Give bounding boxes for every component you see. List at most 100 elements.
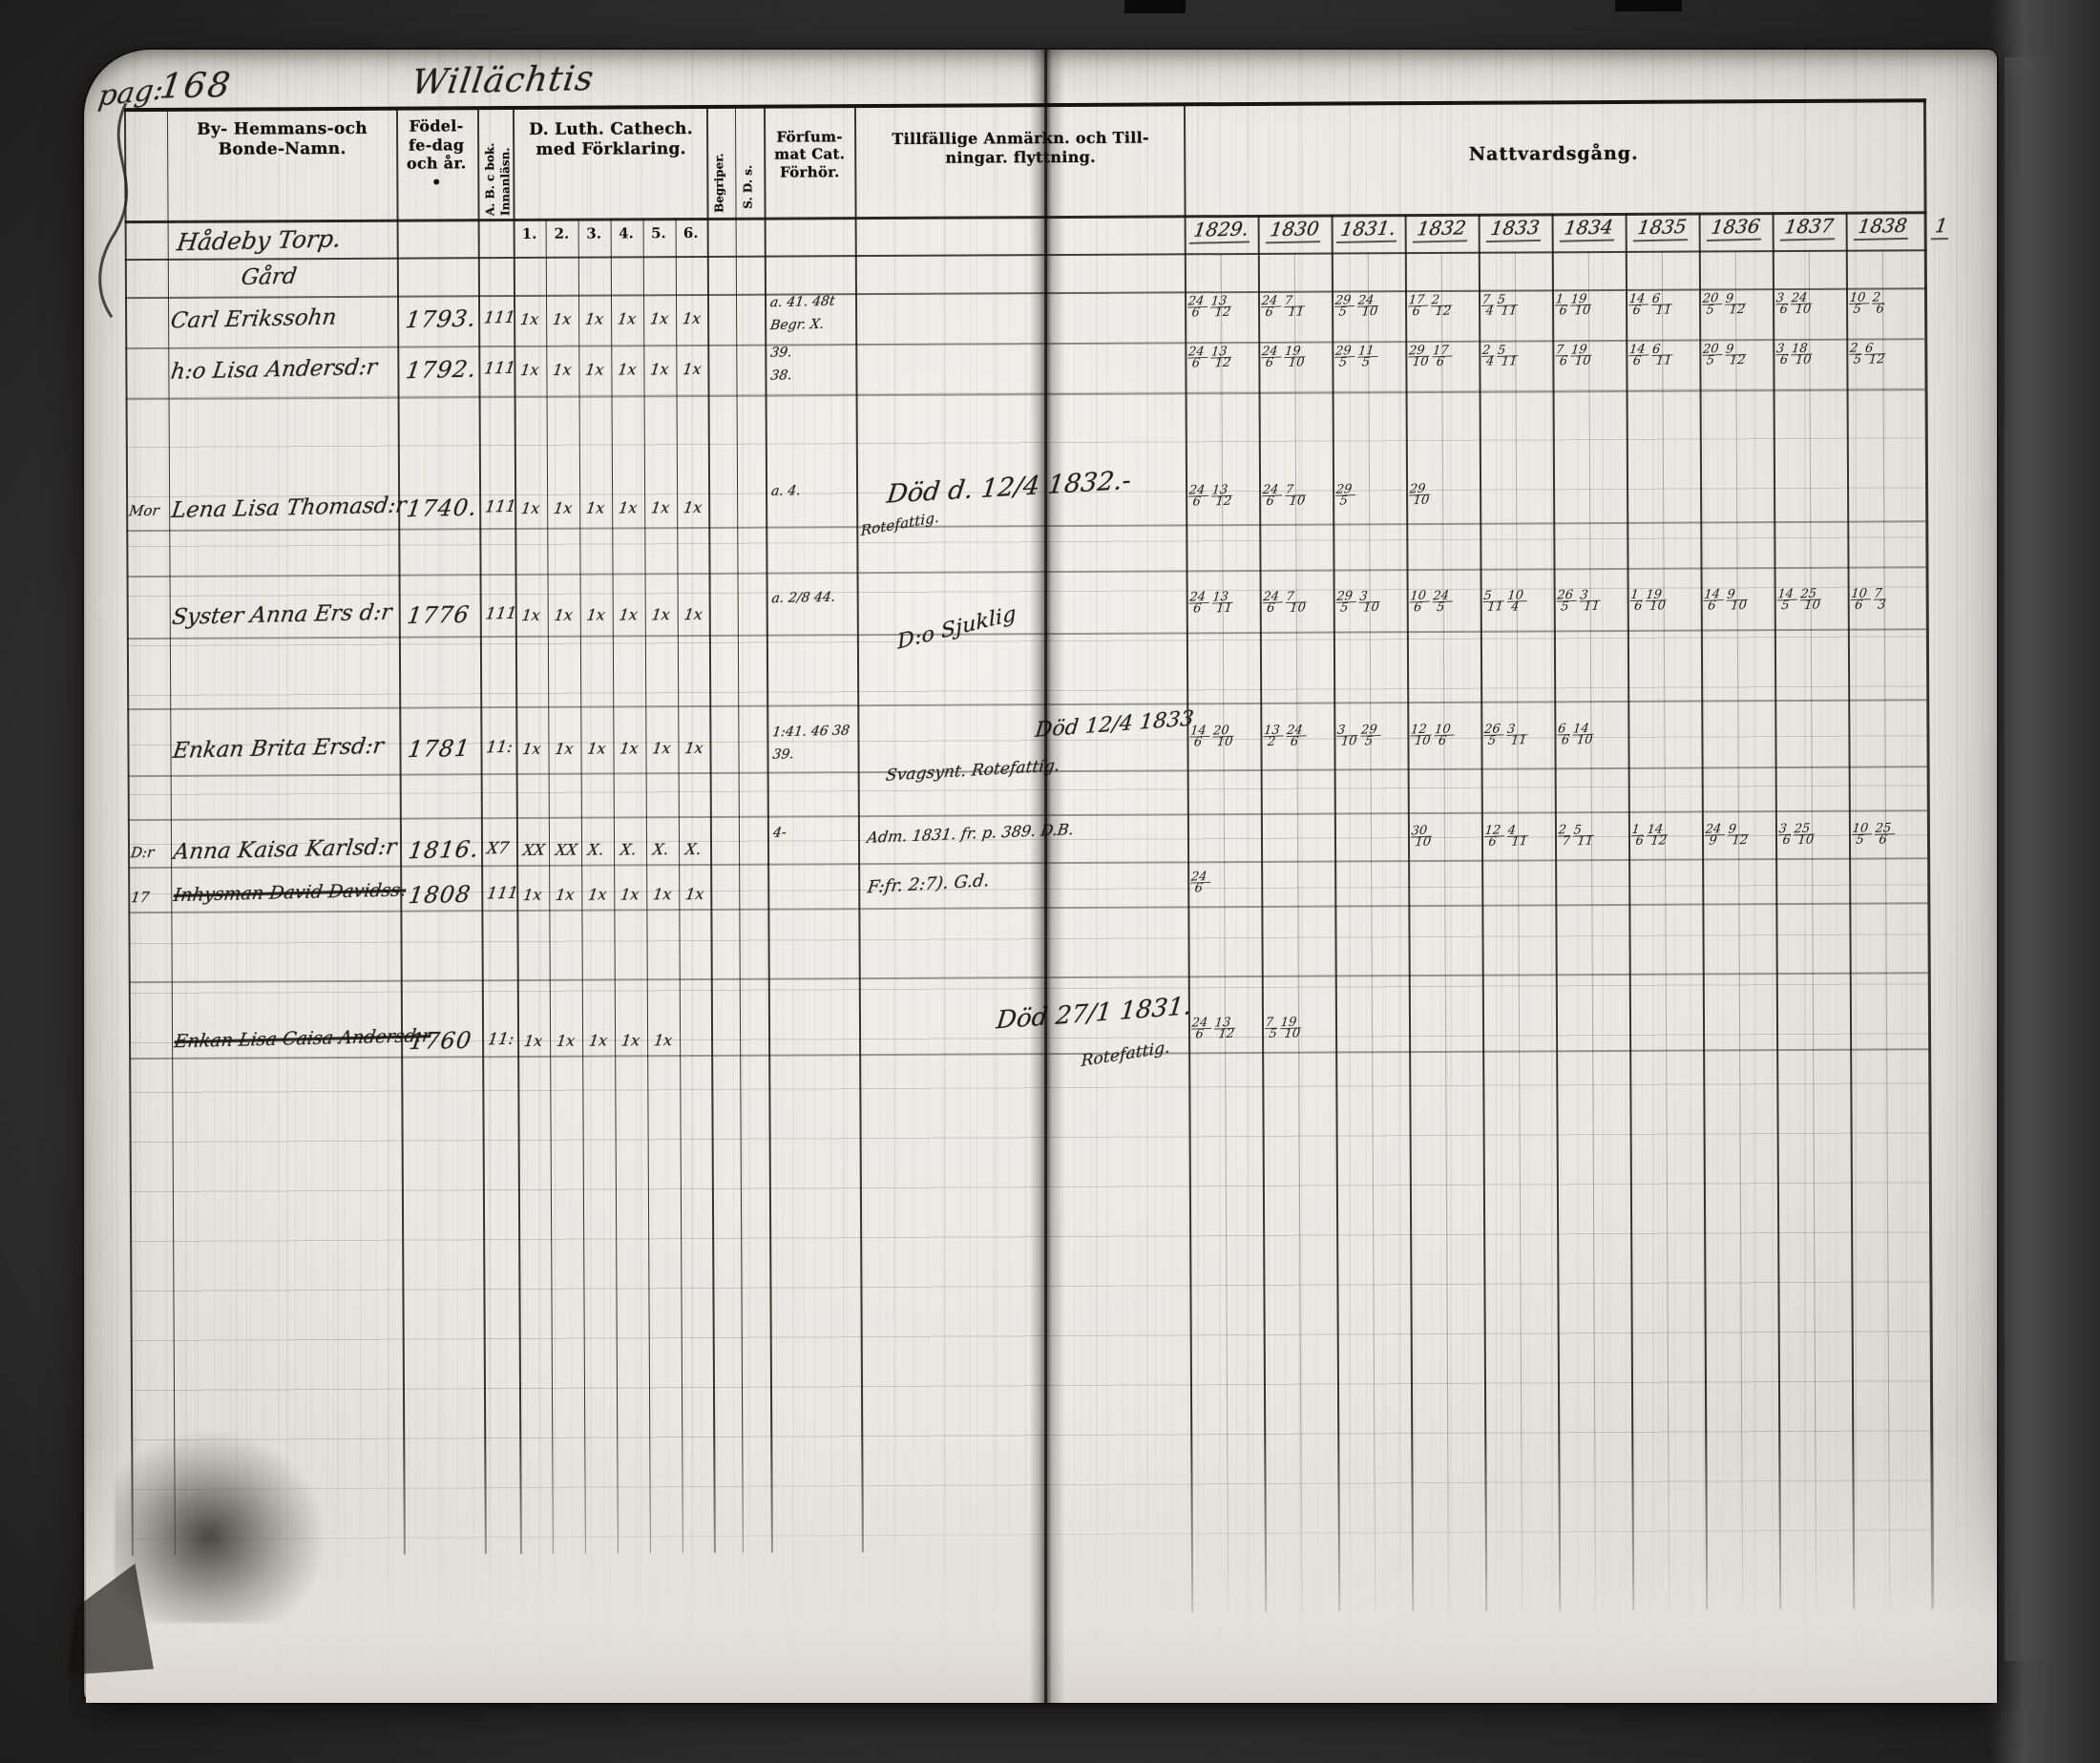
communion-cell: 2 4 5 11: [1480, 343, 1551, 369]
communion-cell: 7 6 19 10: [1554, 343, 1625, 368]
communion-date-fraction: 13 11: [1209, 589, 1233, 617]
communion-cell: 10 5 2 6: [1847, 290, 1919, 317]
communion-date-fraction: 24 6: [1186, 345, 1208, 370]
abc-mark: 111: [484, 603, 518, 624]
column-header-catechism: D. Luth. Cathech. med Förklaring.: [529, 119, 693, 159]
communion-cell: 24 6 7 10: [1261, 589, 1333, 616]
year-text: 1832: [1412, 216, 1471, 243]
communion-cell: 20 5 9 12: [1701, 342, 1772, 368]
communion-date-fraction: 4 11: [1505, 823, 1528, 850]
communion-cell: 14 6 20 10: [1188, 723, 1259, 750]
communion-date-fraction: 7 10: [1283, 589, 1307, 616]
communion-year-label: 1836: [1697, 214, 1774, 241]
communion-date-fraction: 5 11: [1496, 343, 1519, 369]
catechism-mark: 1x: [619, 885, 640, 904]
communion-date-fraction: 7 11: [1282, 293, 1305, 320]
forsummat-note: Begr. X.: [769, 316, 826, 334]
communion-cell: 7 5 19 10: [1263, 1016, 1334, 1041]
communion-date-fraction: 14 6: [1628, 343, 1649, 368]
communion-cell: 30 10: [1409, 824, 1480, 850]
page-stack-edge: [2005, 57, 2062, 1661]
communion-date-fraction: 29 5: [1334, 344, 1355, 370]
communion-cell: 24 6 13 12: [1189, 1015, 1261, 1042]
communion-year-label: 1830: [1256, 217, 1334, 244]
communion-cell: 29 5 11 5: [1334, 344, 1404, 370]
communion-date-fraction: 10 5: [1847, 290, 1870, 317]
catechism-mark: 1x: [586, 885, 608, 904]
communion-cell: 24 6 13 11: [1187, 589, 1259, 617]
year-text: 1830: [1265, 217, 1324, 244]
communion-date-fraction: 2 12: [1429, 293, 1452, 320]
communion-cell: 3 6 24 10: [1774, 291, 1845, 317]
catechism-mark: XX: [521, 840, 547, 860]
communion-date-fraction: 24 6: [1259, 294, 1282, 320]
communion-cell: 29 10 17 6: [1407, 344, 1478, 369]
communion-date-fraction: 24 6: [1187, 590, 1209, 616]
communion-date-fraction: 10 6: [1408, 589, 1430, 615]
catechism-mark: 1x: [682, 604, 704, 624]
communion-date-fraction: 6 11: [1649, 291, 1672, 318]
catechism-mark: 1x: [651, 738, 672, 758]
forsummat-note: 1:41. 46 38: [771, 723, 851, 741]
forsummat-note: 39.: [771, 746, 795, 763]
communion-cell: 3 10 29 5: [1335, 723, 1406, 749]
communion-cell: 12 6 4 11: [1482, 823, 1554, 850]
communion-date-fraction: 14 5: [1775, 587, 1797, 613]
margin-note: 17: [130, 888, 151, 907]
communion-date-fraction: 17 6: [1406, 293, 1429, 319]
communion-year-label: 1829.: [1183, 217, 1260, 244]
communion-date-fraction: 20 10: [1210, 723, 1233, 750]
year-text: 1833: [1485, 215, 1544, 243]
communion-date-fraction: 25 10: [1793, 821, 1816, 849]
pen-flourish-decoration: [98, 102, 129, 319]
communion-cell: 13 2 24 6: [1262, 723, 1333, 749]
communion-date-fraction: 9 12: [1723, 342, 1746, 368]
communion-cell: 26 5 3 11: [1482, 722, 1553, 748]
communion-date-fraction: 14 6: [1627, 292, 1649, 318]
communion-year-label: 1832: [1403, 216, 1480, 243]
catechism-col-2: 2.: [554, 224, 570, 242]
communion-date-fraction: 3 10: [1356, 589, 1380, 616]
catechism-mark: 1x: [583, 309, 605, 328]
catechism-mark: 1x: [683, 884, 705, 904]
communion-date-fraction: 5 11: [1481, 588, 1504, 615]
communion-date-fraction: 19 10: [1569, 291, 1592, 319]
abc-mark: 111: [485, 883, 520, 904]
communion-cell: 10 5 25 6: [1850, 821, 1922, 848]
communion-date-fraction: 24 6: [1189, 1016, 1212, 1041]
communion-date-fraction: 29 10: [1407, 481, 1430, 509]
section-farm-label: Gård: [240, 263, 299, 291]
birth-year: 1793.: [404, 304, 478, 334]
communion-cell: 26 5 3 11: [1555, 588, 1627, 614]
communion-date-fraction: 24 6: [1186, 294, 1208, 320]
catechism-mark: X.: [683, 839, 703, 859]
communion-cell: 20 5 9 12: [1700, 291, 1772, 318]
communion-date-fraction: 24 6: [1260, 483, 1283, 509]
catechism-mark: 1x: [619, 739, 640, 758]
communion-year-label: 1835: [1624, 215, 1701, 242]
communion-date-fraction: 25 10: [1797, 586, 1821, 614]
communion-cell: 12 10 10 6: [1409, 723, 1480, 748]
catechism-mark: 1x: [616, 309, 638, 328]
catechism-mark: 1x: [652, 1030, 674, 1050]
column-header-abc-book: A. B. c bok. Innanläsn.: [483, 142, 513, 217]
communion-cell: 5 11 10 4: [1481, 588, 1553, 615]
communion-date-fraction: 14 6: [1702, 587, 1724, 614]
communion-cell: 24 6 7 11: [1259, 293, 1331, 320]
page-title-place-name: Willächtis: [409, 58, 598, 103]
catechism-mark: X.: [619, 840, 638, 859]
catechism-mark: 1x: [682, 497, 704, 517]
communion-cell: 3 6 18 10: [1774, 342, 1845, 367]
year-text: 1831.: [1335, 216, 1400, 244]
catechism-mark: 1x: [552, 498, 574, 517]
column-header-remarks: Tillfällige Anmärkn. och Till- ningar. f…: [892, 128, 1149, 167]
catechism-mark: 1x: [649, 497, 671, 517]
abc-mark: 11:: [486, 1029, 515, 1050]
communion-date-fraction: 13 12: [1212, 1015, 1235, 1042]
catechism-col-5: 5.: [651, 224, 666, 242]
communion-date-fraction: 3 11: [1504, 722, 1527, 748]
communion-date-fraction: 13 12: [1209, 482, 1232, 510]
communion-date-fraction: 24 6: [1284, 723, 1307, 749]
